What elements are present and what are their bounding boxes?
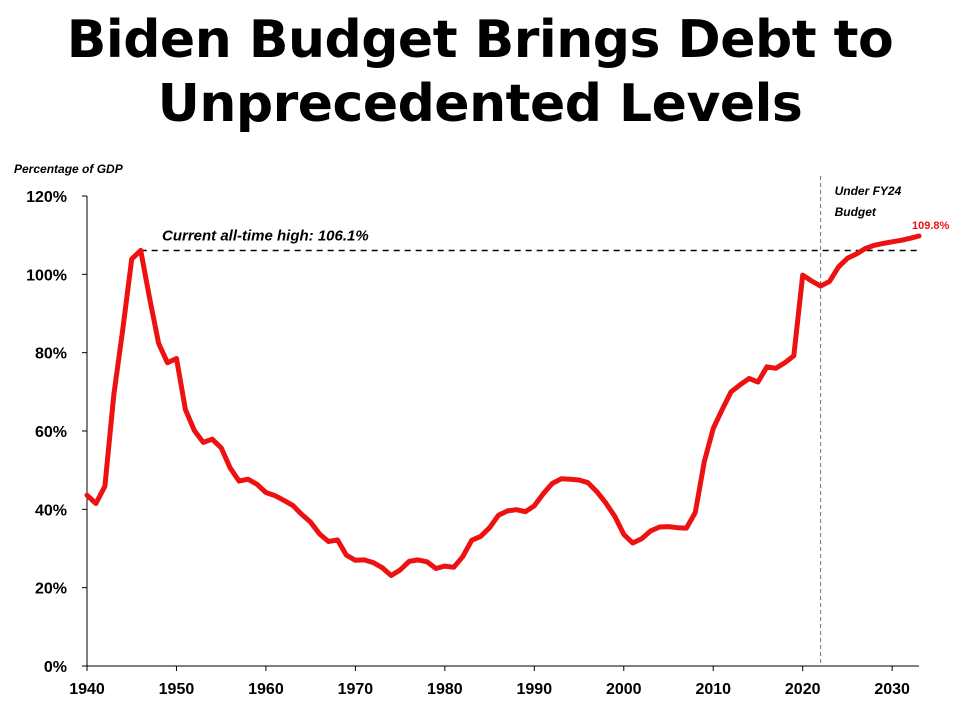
y-tick-label: 0%	[44, 659, 67, 676]
title-line-1: Biden Budget Brings Debt to	[66, 10, 894, 70]
chart-title: Biden Budget Brings Debt to Unprecedente…	[0, 8, 960, 136]
end-value-label: 109.8%	[912, 220, 950, 232]
title-line-2: Unprecedented Levels	[157, 74, 803, 134]
x-tick-label: 1940	[69, 681, 105, 698]
debt-series-line	[84, 233, 922, 578]
budget-marker-label-2: Budget	[835, 205, 877, 219]
y-tick-label: 100%	[26, 267, 67, 284]
x-tick-label: 2030	[874, 681, 910, 698]
y-tick-label: 40%	[35, 502, 67, 519]
y-tick-label: 120%	[26, 189, 67, 206]
y-tick-label: 80%	[35, 346, 67, 363]
x-tick-label: 2020	[785, 681, 821, 698]
axes: 0% 20% 40% 60% 80% 100% 120% 1940 1950 1960 1970 19…	[26, 189, 919, 698]
reference-lines	[140, 176, 919, 666]
x-tick-label: 1980	[427, 681, 463, 698]
all-time-high-label: Current all-time high: 106.1%	[162, 227, 369, 244]
budget-marker-label-1: Under FY24	[835, 184, 902, 198]
x-tick-label: 1960	[248, 681, 284, 698]
x-tick-label: 2010	[695, 681, 731, 698]
y-tick-label: 60%	[35, 424, 67, 441]
annotations: Current all-time high: 106.1% Under FY24 B…	[162, 184, 950, 244]
x-tick-label: 2000	[606, 681, 642, 698]
x-tick-label: 1990	[517, 681, 553, 698]
x-tick-label: 1950	[159, 681, 195, 698]
x-tick-label: 1970	[338, 681, 374, 698]
y-axis-label: Percentage of GDP	[14, 162, 123, 176]
series-group	[84, 233, 922, 578]
y-tick-label: 20%	[35, 581, 67, 598]
